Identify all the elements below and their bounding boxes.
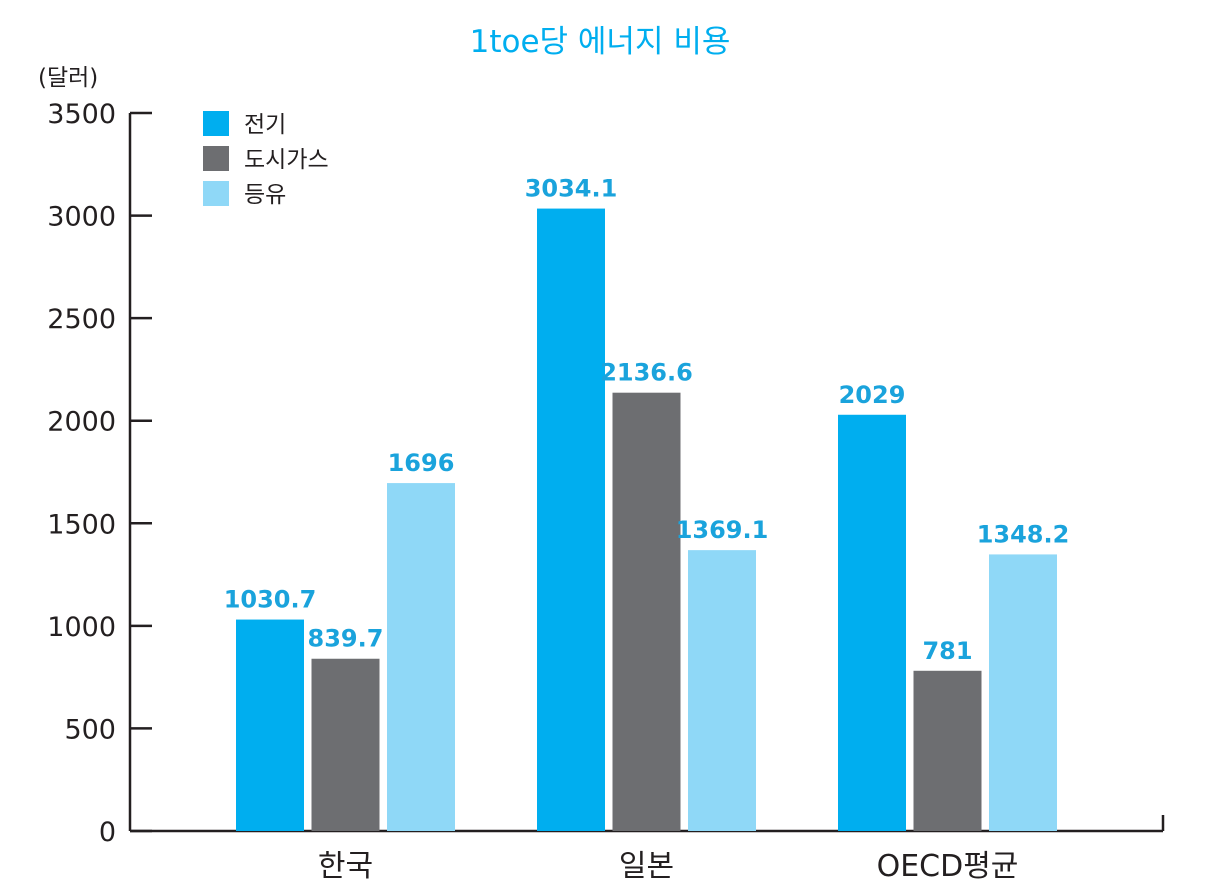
data-label: 2136.6 [600,359,693,387]
x-category-label: OECD평균 [877,849,1019,884]
data-label: 1348.2 [977,520,1070,548]
y-axis-unit-label: (달러) [38,65,98,91]
bar [236,619,304,831]
y-tick-label: 1500 [47,509,116,540]
y-tick-label: 3500 [47,99,116,130]
y-tick-label: 3000 [47,202,116,233]
y-tick-label: 2500 [47,304,116,335]
data-label: 781 [922,637,972,665]
bar [537,208,605,831]
legend-label: 등유 [244,182,286,208]
bar [688,550,756,831]
legend-swatch [203,146,229,171]
bar [612,392,681,831]
data-label: 1696 [388,449,455,477]
x-category-label: 일본 [619,849,674,884]
bar [311,658,380,831]
data-labels: 1030.7 839.7 1696 3034.1 2136.6 1369.1 2029 781… [224,175,1070,665]
data-label: 1030.7 [224,586,317,614]
bar [838,414,906,831]
legend-swatch [203,111,229,136]
bar [913,670,982,831]
legend-label: 도시가스 [244,147,329,173]
y-tick-label: 500 [64,714,116,745]
data-label: 839.7 [308,625,384,653]
chart-title: 1toe당 에너지 비용 [470,24,731,60]
y-tick-label: 0 [99,817,116,848]
x-category-label: 한국 [318,849,373,884]
legend-swatch [203,181,229,206]
data-label: 2029 [839,381,906,409]
bar [387,483,455,831]
y-axis-ticks: 0 500 1000 1500 2000 2500 3000 3500 [47,99,152,848]
y-tick-label: 2000 [47,407,116,438]
bar [989,554,1057,831]
bars [236,208,1057,831]
data-label: 1369.1 [676,516,769,544]
legend-label: 전기 [244,112,286,138]
y-tick-label: 1000 [47,612,116,643]
data-label: 3034.1 [525,175,618,203]
x-axis-labels: 한국 일본 OECD평균 [318,849,1019,884]
